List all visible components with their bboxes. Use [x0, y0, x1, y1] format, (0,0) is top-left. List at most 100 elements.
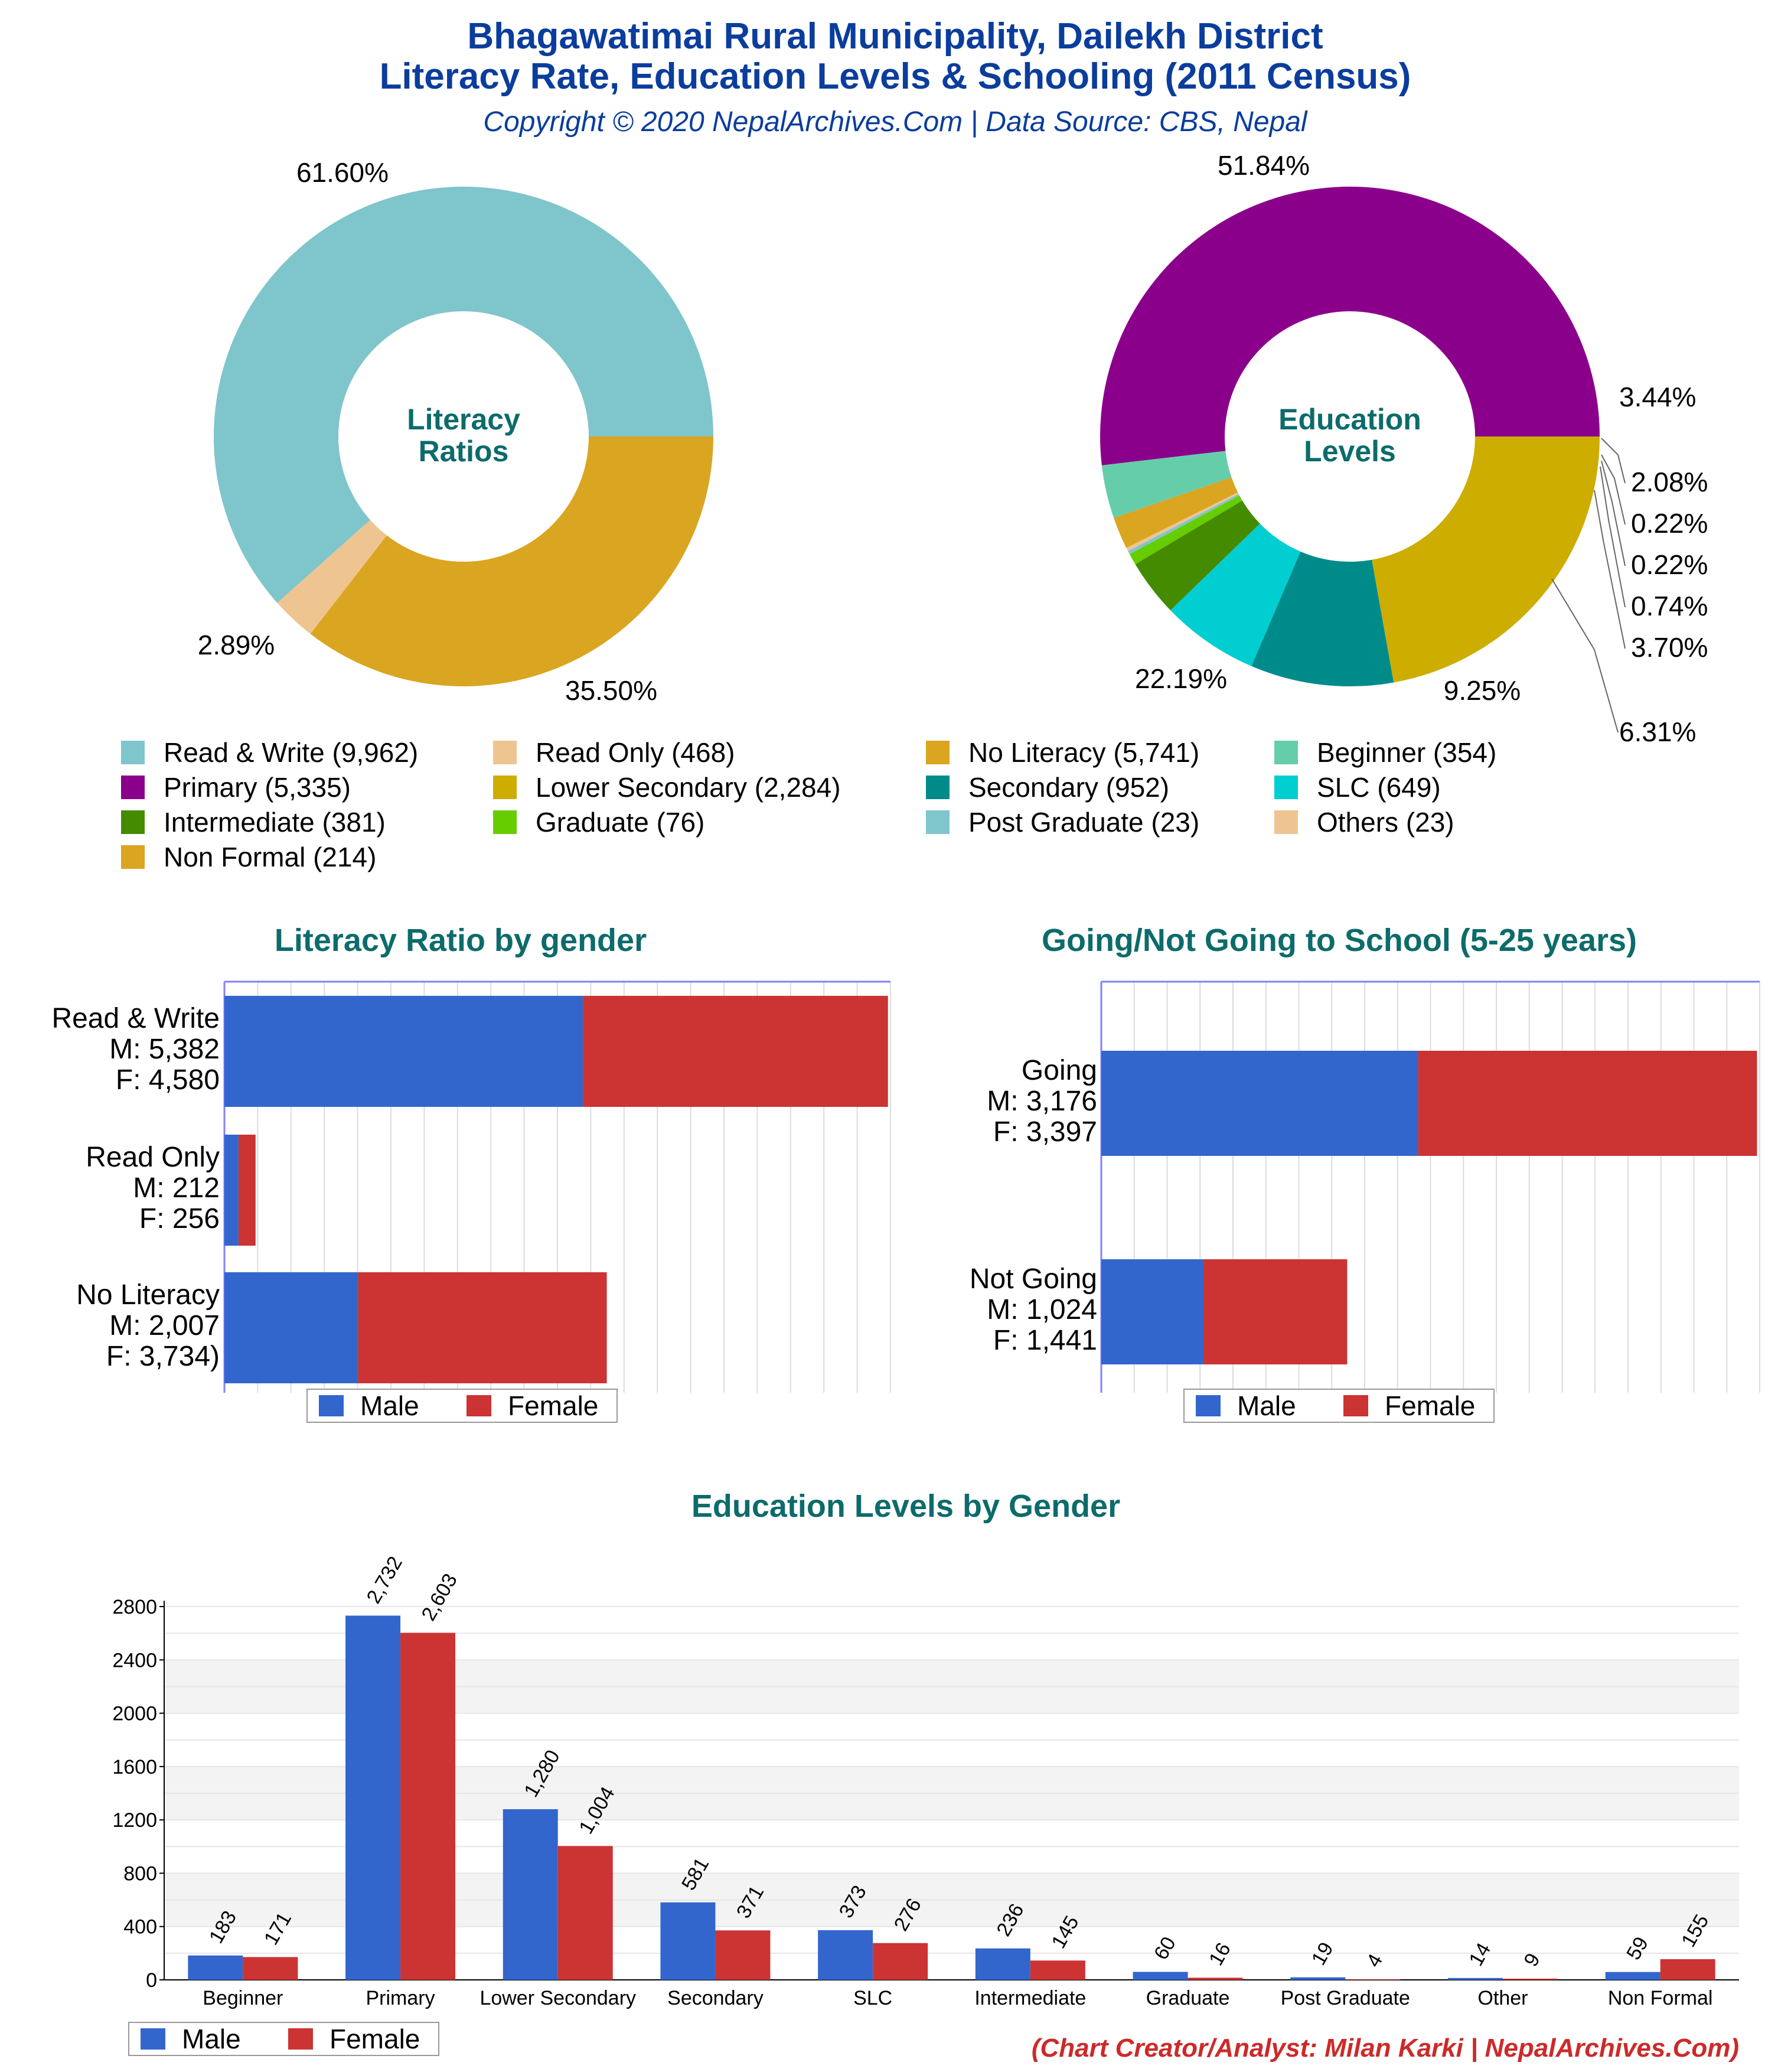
leader-line	[1601, 460, 1626, 566]
legend-label: Beginner (354)	[1317, 737, 1496, 768]
bar-male	[224, 996, 583, 1107]
legend-box	[128, 2022, 439, 2056]
x-tick-label: Non Formal	[1608, 1987, 1713, 2009]
bar-female	[243, 1957, 298, 1980]
pct-label: 35.50%	[565, 675, 657, 706]
bar-female	[583, 996, 888, 1107]
legend-box	[306, 1389, 618, 1423]
data-label: 16	[1205, 1939, 1235, 1970]
x-tick-label: Secondary	[667, 1987, 764, 2009]
legend-label-male: Male	[182, 2024, 241, 2054]
bar-male	[503, 1809, 558, 1980]
x-tick-label: Beginner	[203, 1987, 283, 2009]
y-tick-label: 800	[123, 1862, 157, 1885]
y-tick-label: 400	[123, 1916, 157, 1939]
leader-line	[1594, 490, 1626, 649]
bar-male	[1290, 1977, 1346, 1980]
legend-label: Read & Write (9,962)	[164, 737, 418, 768]
bar-male	[1605, 1972, 1660, 1980]
slice-graduate	[1129, 495, 1242, 565]
slice-beginner	[1101, 451, 1232, 518]
legend-label: Post Graduate (23)	[968, 807, 1199, 838]
pct-label: 2.08%	[1631, 467, 1708, 497]
legend-label: Read Only (468)	[536, 737, 735, 768]
slice-intermediate	[1135, 500, 1260, 611]
chart-credit: (Chart Creator/Analyst: Milan Karki | Ne…	[1032, 2034, 1739, 2063]
legend-label: SLC (649)	[1317, 772, 1441, 803]
category-label: M: 212	[133, 1172, 220, 1204]
donut-center-label: Literacy	[407, 403, 520, 436]
legend-swatch	[121, 741, 145, 764]
bar-female	[873, 1943, 928, 1980]
category-label: No Literacy	[76, 1279, 220, 1311]
pct-label: 9.25%	[1444, 675, 1521, 706]
bar-female	[1188, 1977, 1243, 1980]
legend-label-male: Male	[1237, 1390, 1296, 1421]
bar-male	[224, 1272, 358, 1383]
legend-swatch	[1274, 741, 1298, 764]
donut-center-label: Education	[1278, 403, 1421, 436]
y-tick-label: 1600	[112, 1756, 157, 1778]
category-label: F: 3,734)	[106, 1341, 220, 1372]
legend-box	[1183, 1389, 1495, 1423]
category-label: M: 3,176	[987, 1086, 1097, 1117]
slice-post-graduate	[1128, 494, 1240, 555]
bar-male	[188, 1955, 243, 1980]
data-label: 2,732	[363, 1553, 407, 1608]
y-tick-label: 0	[146, 1969, 157, 1992]
pct-label: 0.22%	[1631, 508, 1708, 539]
pct-label: 0.22%	[1631, 549, 1708, 580]
legend-swatch	[926, 741, 950, 764]
pct-label: 2.89%	[198, 630, 275, 660]
legend-swatch	[121, 845, 145, 869]
x-tick-label: Intermediate	[974, 1987, 1086, 2009]
legend-label: Intermediate (381)	[164, 807, 386, 838]
slice-non-formal	[1114, 477, 1238, 548]
donut-center-label: Ratios	[419, 435, 509, 468]
page-title-line2: Literacy Rate, Education Levels & School…	[380, 56, 1411, 97]
bar-male	[1101, 1259, 1203, 1364]
legend-swatch	[1274, 810, 1298, 834]
bar-female	[358, 1272, 607, 1383]
pct-label: 6.31%	[1619, 716, 1696, 747]
leader-line	[1601, 454, 1626, 525]
leader-line	[1600, 466, 1626, 608]
legend-swatch-female	[466, 1395, 491, 1416]
category-label: M: 5,382	[109, 1034, 220, 1065]
y-tick-label: 1200	[112, 1809, 157, 1832]
bar-male	[345, 1615, 401, 1980]
slice-secondary	[1251, 551, 1394, 686]
main-legend: Read & Write (9,962) Read Only (468) No Li…	[121, 737, 1496, 872]
legend-swatch	[493, 741, 517, 764]
leader-line	[1551, 578, 1619, 733]
pct-label: 3.44%	[1619, 382, 1696, 412]
legend-label-female: Female	[330, 2024, 420, 2054]
bar-male	[975, 1948, 1030, 1980]
legend-label-female: Female	[508, 1390, 598, 1421]
legend-label: Primary (5,335)	[164, 772, 351, 803]
leader-line	[1601, 438, 1626, 484]
bar-male	[1447, 1977, 1503, 1980]
legend-swatch-male	[319, 1395, 344, 1416]
category-label: M: 1,024	[987, 1294, 1097, 1325]
x-tick-label: Other	[1477, 1987, 1528, 2009]
bar-female	[400, 1633, 456, 1980]
category-label: Read & Write	[51, 1003, 220, 1034]
legend-swatch	[926, 776, 950, 799]
literacy-by-gender-title: Literacy Ratio by gender	[275, 923, 647, 958]
bar-female	[238, 1135, 256, 1246]
bar-female	[1345, 1979, 1401, 1980]
donut-center-label: Levels	[1304, 435, 1396, 468]
x-tick-label: Post Graduate	[1281, 1987, 1410, 2009]
legend-label: Non Formal (214)	[164, 842, 376, 872]
category-label: Not Going	[970, 1263, 1097, 1295]
legend-swatch	[493, 810, 517, 834]
legend-swatch-female	[1343, 1395, 1368, 1416]
category-label: Read Only	[86, 1142, 220, 1173]
data-label: 60	[1150, 1933, 1180, 1964]
slice-primary	[1100, 186, 1600, 465]
